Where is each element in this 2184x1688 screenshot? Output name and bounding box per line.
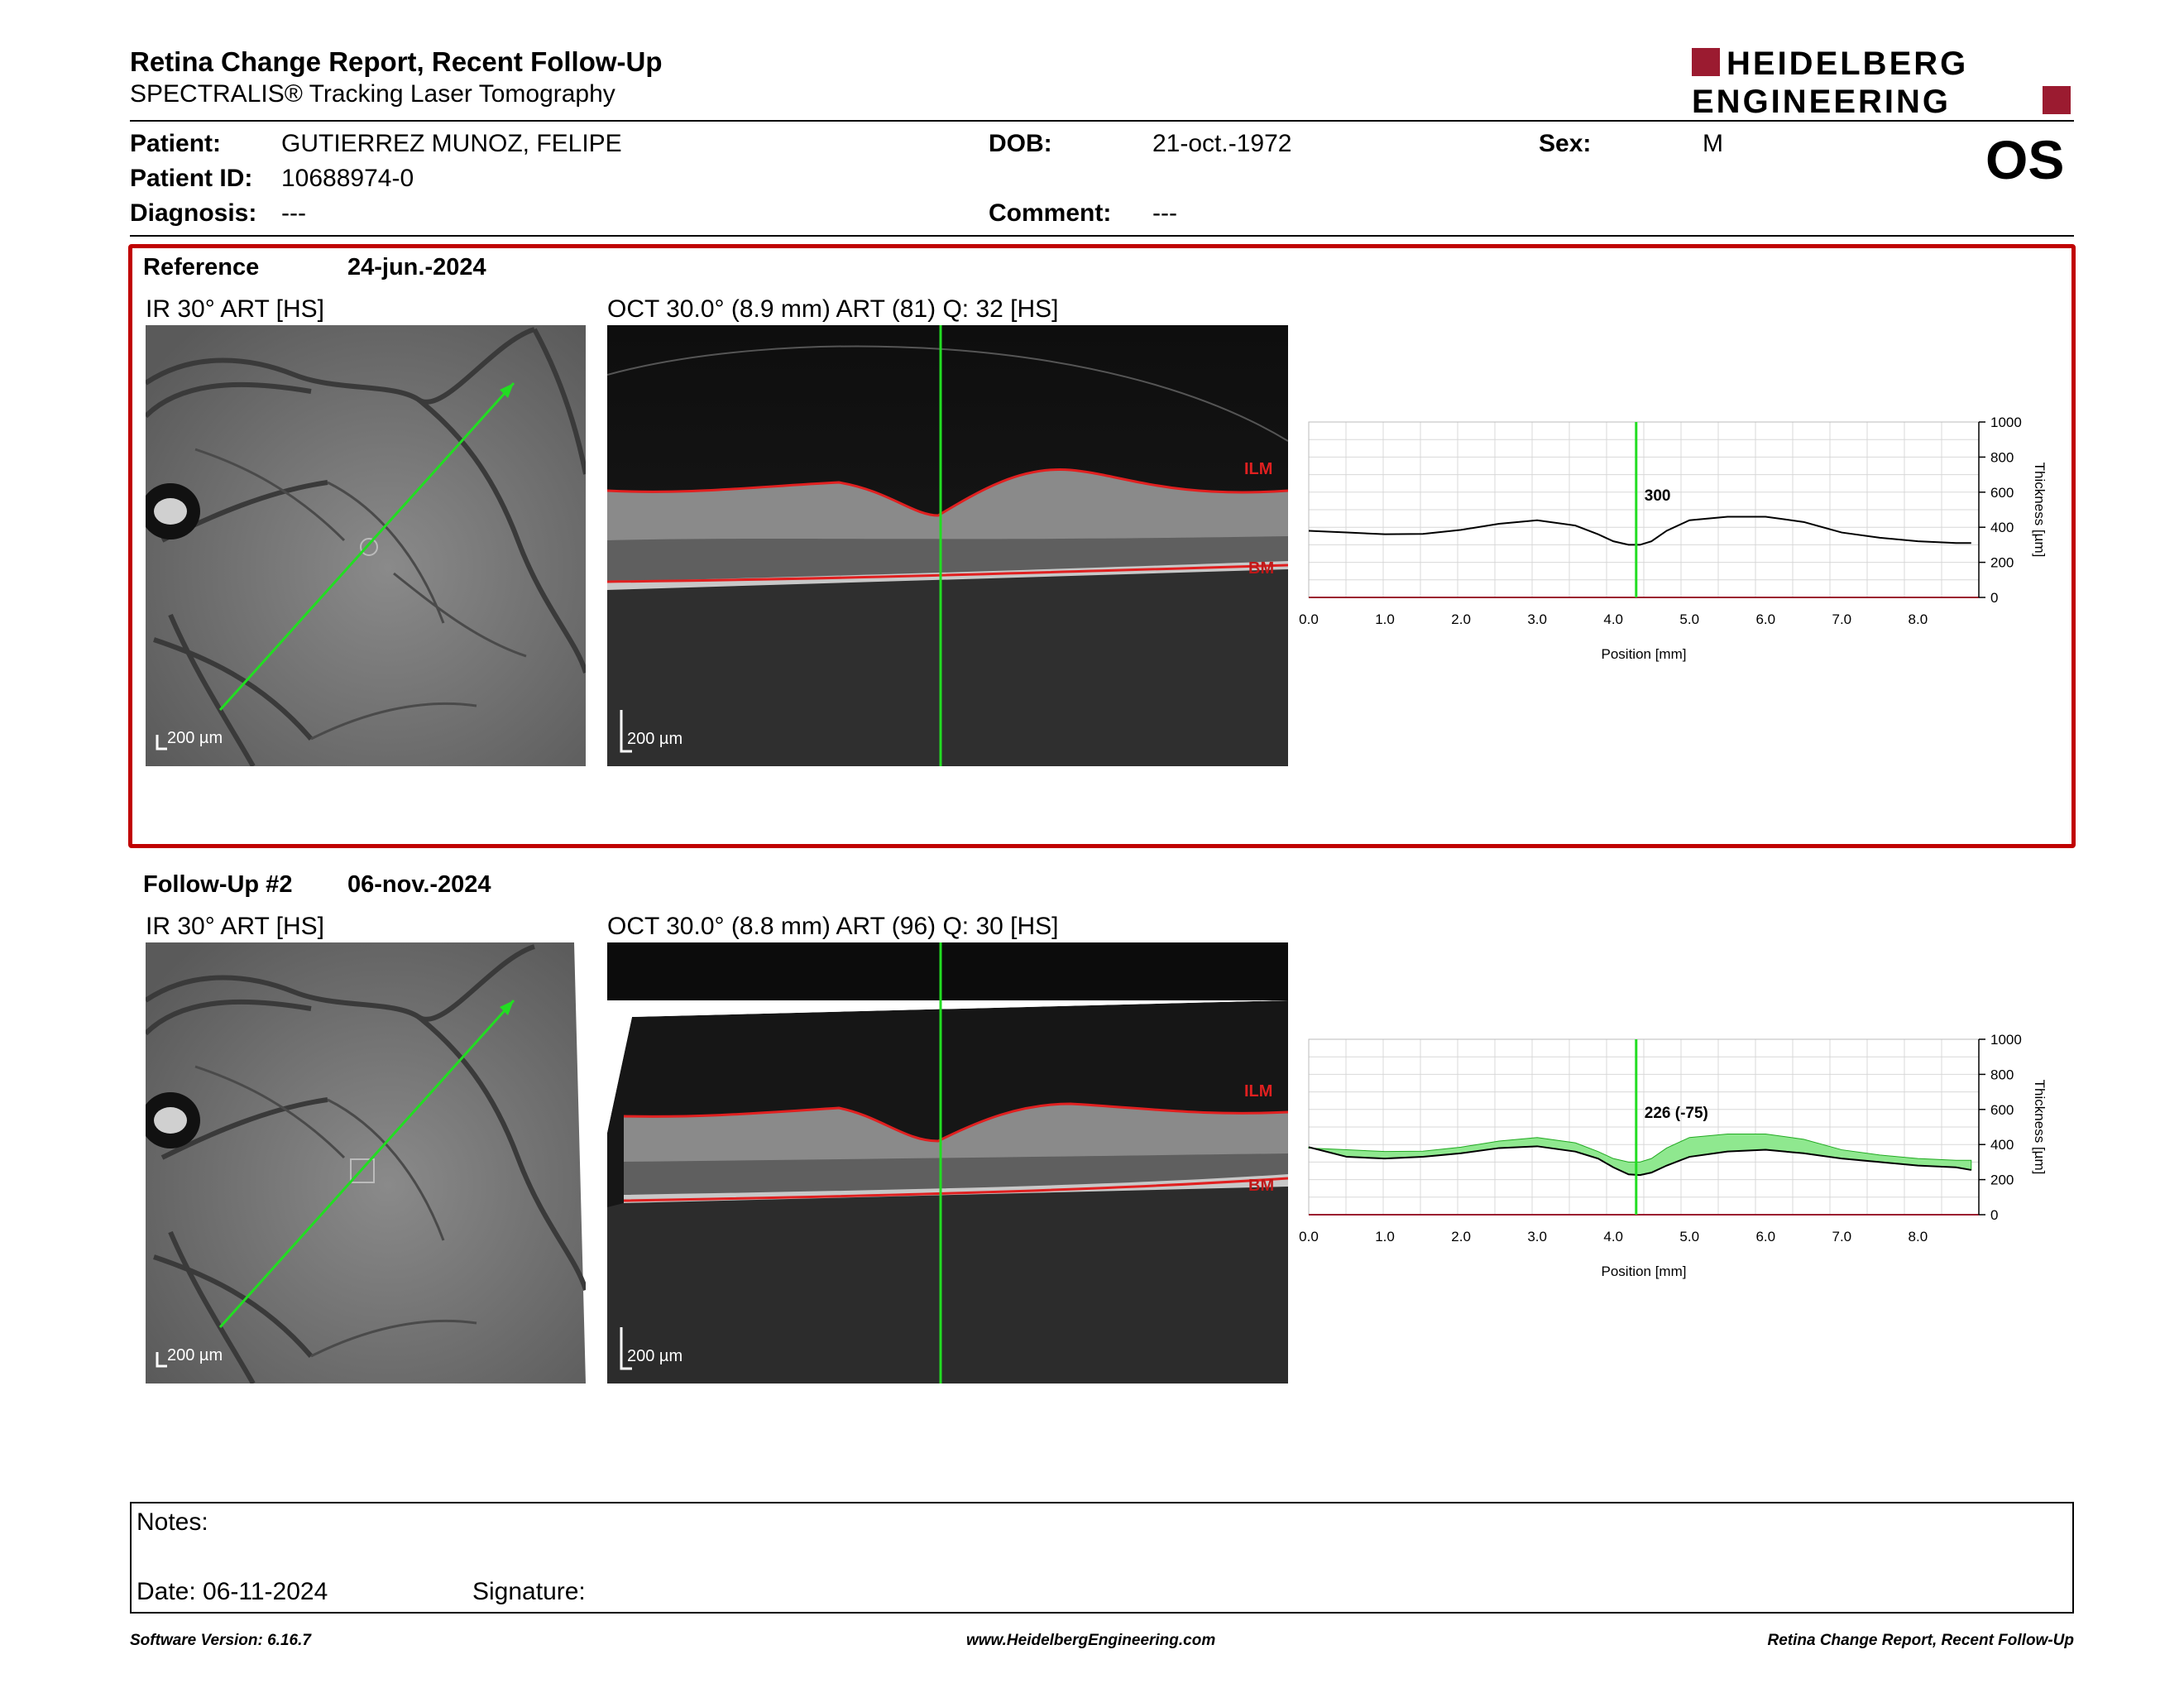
- x-tick-label: 5.0: [1679, 1229, 1699, 1244]
- followup-oct-caption: OCT 30.0° (8.8 mm) ART (96) Q: 30 [HS]: [607, 913, 1059, 940]
- heidelberg-logo: HEIDELBERG ENGINEERING: [1692, 46, 2071, 119]
- reference-oct-image: ILM BM 200 µm: [607, 325, 1288, 766]
- y-tick-label: 800: [1990, 449, 2014, 465]
- patient-label: Patient:: [130, 130, 222, 157]
- dob-value: 21-oct.-1972: [1152, 130, 1292, 157]
- followup-thickness-chart: 0.0 1.0 2.0 3.0 4.0 5.0 6.0 7.0 8.0 0 200 400 600 800…: [1299, 1032, 2048, 1279]
- website-link[interactable]: www.HeidelbergEngineering.com: [966, 1632, 1216, 1649]
- x-tick-label: 3.0: [1527, 611, 1547, 627]
- followup-date: 06-nov.-2024: [347, 871, 491, 898]
- y-tick-label: 200: [1990, 555, 2014, 571]
- y-axis-label: Thickness [µm]: [2032, 1080, 2048, 1175]
- patient-id-label: Patient ID:: [130, 165, 253, 192]
- x-tick-label: 1.0: [1375, 1229, 1395, 1244]
- x-tick-label: 0.0: [1299, 1229, 1319, 1244]
- y-tick-label: 600: [1990, 1102, 2014, 1118]
- followup-thickness-line: [1308, 1145, 1971, 1177]
- x-tick-label: 6.0: [1755, 611, 1775, 627]
- ilm-label: ILM: [1244, 1082, 1272, 1101]
- reference-ir-image: 200 µm: [146, 325, 586, 766]
- diagnosis-value: ---: [281, 199, 306, 227]
- ir-scale-label: 200 µm: [167, 1346, 223, 1364]
- eye-indicator: OS: [1985, 129, 2065, 190]
- x-tick-label: 8.0: [1909, 611, 1928, 627]
- sex-label: Sex:: [1539, 130, 1592, 157]
- ir-scale-label: 200 µm: [167, 729, 223, 747]
- x-tick-label: 2.0: [1451, 1229, 1471, 1244]
- comment-label: Comment:: [989, 199, 1112, 227]
- logo-line2: ENGINEERING: [1692, 84, 1951, 119]
- bm-label: BM: [1248, 559, 1274, 578]
- x-tick-label: 4.0: [1603, 1229, 1623, 1244]
- bm-label: BM: [1248, 1177, 1274, 1195]
- reference-oct-caption: OCT 30.0° (8.9 mm) ART (81) Q: 32 [HS]: [607, 295, 1059, 323]
- y-axis-label: Thickness [µm]: [2032, 463, 2048, 558]
- y-tick-label: 600: [1990, 485, 2014, 501]
- y-tick-label: 400: [1990, 1137, 2014, 1153]
- report-subtitle: SPECTRALIS® Tracking Laser Tomography: [130, 80, 615, 108]
- y-tick-label: 0: [1990, 1207, 1998, 1223]
- reference-thickness-chart: 0.0 1.0 2.0 3.0 4.0 5.0 6.0 7.0 8.0 0 200 400 600 800…: [1299, 415, 2048, 662]
- report-title: Retina Change Report, Recent Follow-Up: [130, 46, 663, 77]
- patient-divider: [130, 235, 2074, 237]
- y-tick-label: 1000: [1990, 1032, 2022, 1048]
- x-tick-label: 2.0: [1451, 611, 1471, 627]
- x-tick-label: 1.0: [1375, 611, 1395, 627]
- x-tick-label: 3.0: [1527, 1229, 1547, 1244]
- y-tick-label: 1000: [1990, 415, 2022, 430]
- y-tick-label: 0: [1990, 590, 1998, 606]
- logo-line1: HEIDELBERG: [1727, 46, 1968, 82]
- reference-date: 24-jun.-2024: [347, 254, 486, 281]
- patient-id: 10688974-0: [281, 165, 414, 192]
- comment-value: ---: [1152, 199, 1177, 227]
- followup-oct-image: ILM BM 200 µm: [607, 942, 1288, 1383]
- ir-scan-line: [218, 381, 515, 712]
- ir-scan-line: [218, 999, 515, 1329]
- y-tick-label: 800: [1990, 1067, 2014, 1082]
- followup-ir-caption: IR 30° ART [HS]: [146, 913, 324, 940]
- x-tick-label: 6.0: [1755, 1229, 1775, 1244]
- x-tick-label: 0.0: [1299, 611, 1319, 627]
- x-axis-label: Position [mm]: [1602, 646, 1687, 662]
- y-tick-label: 200: [1990, 1172, 2014, 1188]
- x-tick-label: 8.0: [1909, 1229, 1928, 1244]
- thickness-readout: 300: [1645, 487, 1671, 505]
- reference-ir-caption: IR 30° ART [HS]: [146, 295, 324, 323]
- followup-ir-image: 200 µm: [146, 942, 586, 1383]
- date-label: Date: 06-11-2024: [136, 1578, 328, 1605]
- header-divider: [130, 120, 2074, 122]
- x-tick-label: 7.0: [1832, 611, 1851, 627]
- oct-scale-label: 200 µm: [627, 1347, 682, 1365]
- notes-box[interactable]: Notes: Date: 06-11-2024 Signature:: [130, 1502, 2074, 1614]
- ilm-label: ILM: [1244, 460, 1272, 478]
- sex-value: M: [1703, 130, 1723, 157]
- dob-label: DOB:: [989, 130, 1052, 157]
- signature-label: Signature:: [472, 1578, 586, 1605]
- patient-name: GUTIERREZ MUNOZ, FELIPE: [281, 130, 622, 157]
- diagnosis-label: Diagnosis:: [130, 199, 257, 227]
- followup-label: Follow-Up #2: [143, 871, 293, 898]
- reference-thickness-line: [1308, 516, 1971, 546]
- x-tick-label: 4.0: [1603, 611, 1623, 627]
- reference-panel: [128, 244, 2076, 848]
- x-tick-label: 7.0: [1832, 1229, 1851, 1244]
- software-version: Software Version: 6.16.7: [130, 1632, 311, 1649]
- oct-scale-label: 200 µm: [627, 730, 682, 748]
- y-tick-label: 400: [1990, 520, 2014, 535]
- notes-label: Notes:: [136, 1508, 208, 1536]
- thickness-readout: 226 (-75): [1645, 1105, 1708, 1122]
- reference-label: Reference: [143, 254, 260, 281]
- thickness-change-area: [1308, 1133, 1972, 1176]
- x-tick-label: 5.0: [1679, 611, 1699, 627]
- x-axis-label: Position [mm]: [1602, 1264, 1687, 1279]
- footer-report-name: Retina Change Report, Recent Follow-Up: [1767, 1632, 2074, 1649]
